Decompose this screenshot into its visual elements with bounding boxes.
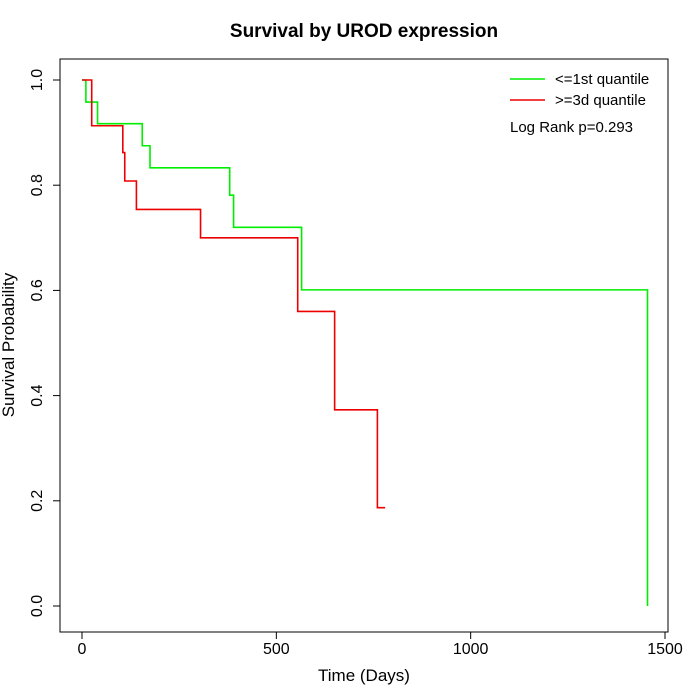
series-line-1 bbox=[82, 79, 649, 606]
series-line-2 bbox=[82, 79, 386, 509]
y-tick-label: 0.4 bbox=[29, 384, 46, 406]
chart-title: Survival by UROD expression bbox=[230, 21, 498, 42]
y-tick-label: 0.0 bbox=[29, 595, 46, 617]
y-tick-label: 0.2 bbox=[29, 490, 46, 512]
x-axis-label: Time (Days) bbox=[318, 666, 410, 685]
x-tick-label: 0 bbox=[78, 641, 87, 658]
x-axis: 0 500 1000 1500 bbox=[78, 631, 683, 658]
y-axis: 0.0 0.2 0.4 0.6 0.8 1.0 bbox=[29, 69, 61, 617]
y-tick-label: 0.6 bbox=[29, 279, 46, 301]
x-tick-label: 1000 bbox=[453, 641, 489, 658]
legend-label-1: <=1st quantile bbox=[555, 71, 649, 88]
x-tick-label: 1500 bbox=[647, 641, 683, 658]
series-layer bbox=[82, 79, 649, 606]
y-tick-label: 0.8 bbox=[29, 174, 46, 196]
logrank-annotation: Log Rank p=0.293 bbox=[510, 119, 633, 136]
legend-label-2: >=3d quantile bbox=[555, 92, 646, 109]
x-tick-label: 500 bbox=[263, 641, 290, 658]
y-tick-label: 1.0 bbox=[29, 69, 46, 91]
plot-frame bbox=[59, 58, 669, 633]
y-axis-label: Survival Probability bbox=[0, 272, 18, 417]
legend: <=1st quantile >=3d quantile bbox=[510, 71, 649, 109]
